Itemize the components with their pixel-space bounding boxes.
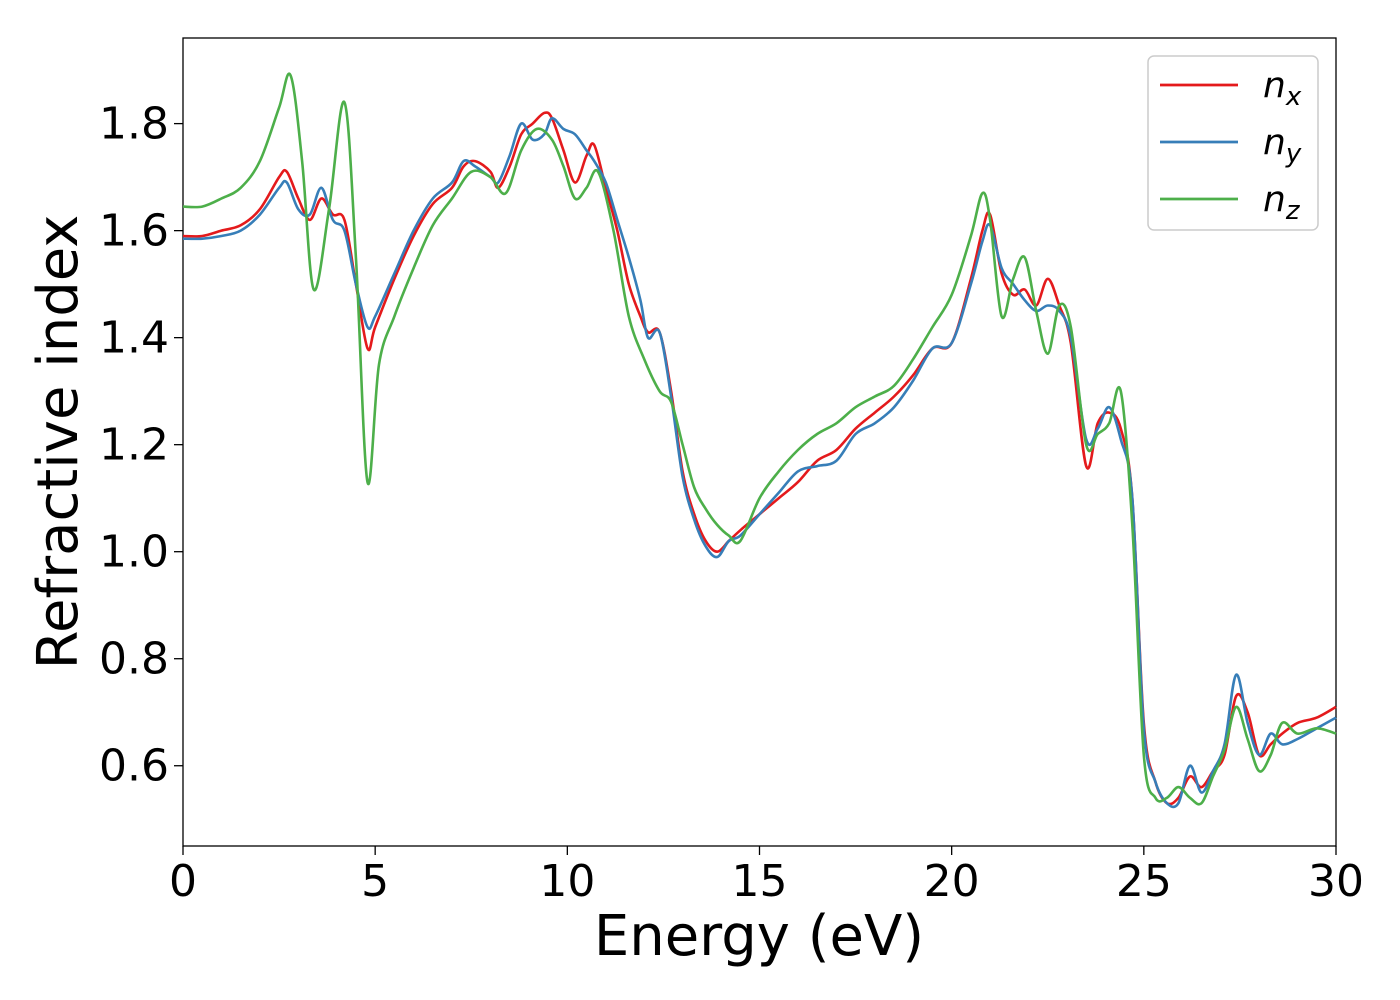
x-axis: 0 5 10 15 20 25 30 [169, 846, 1364, 907]
y-axis: 0.6 0.8 1.0 1.2 1.4 1.6 1.8 [99, 99, 183, 792]
x-tick-label: 30 [1308, 856, 1364, 907]
y-tick-label: 0.6 [99, 741, 169, 792]
x-tick-label: 5 [361, 856, 389, 907]
y-tick-label: 0.8 [99, 634, 169, 685]
x-tick-label: 20 [924, 856, 980, 907]
series-line-nz [182, 72, 1337, 806]
y-tick-label: 1.6 [99, 206, 169, 257]
y-tick-label: 1.2 [99, 420, 169, 471]
y-axis-label: Refractive index [26, 215, 91, 670]
legend-label-nz: nz [1263, 179, 1301, 226]
x-axis-label: Energy (eV) [594, 904, 924, 969]
series-layer [182, 72, 1337, 809]
series-line-ny [182, 117, 1337, 809]
y-tick-label: 1.4 [99, 313, 169, 364]
x-tick-label: 10 [539, 856, 595, 907]
x-tick-label: 0 [169, 856, 197, 907]
x-tick-label: 25 [1116, 856, 1172, 907]
y-tick-label: 1.0 [99, 527, 169, 578]
x-tick-label: 15 [732, 856, 788, 907]
y-tick-label: 1.8 [99, 99, 169, 150]
